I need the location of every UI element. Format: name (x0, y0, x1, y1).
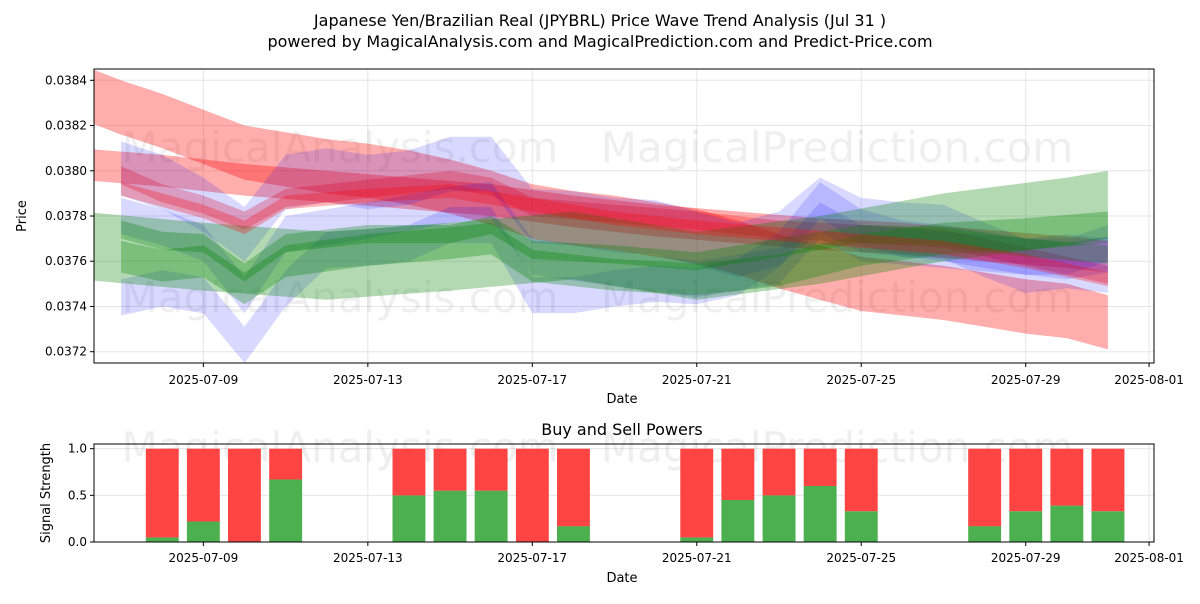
price-x-tick-label-4: 2025-07-25 (826, 373, 896, 387)
chart-subtitle: powered by MagicalAnalysis.com and Magic… (267, 32, 932, 51)
sell-bar-8 (557, 448, 590, 527)
signal-x-tick-label-4: 2025-07-25 (826, 551, 896, 565)
sell-bar-11 (762, 448, 796, 496)
buy-bar-15 (1009, 511, 1043, 542)
buy-bar-13 (844, 511, 878, 542)
price-band-7 (121, 216, 1108, 282)
buy-bar-12 (803, 486, 837, 542)
signal-y-ticks: 0.0 0.5 1.0 (68, 442, 94, 549)
signal-y-tick-label-1: 0.5 (68, 488, 87, 502)
sell-bar-15 (1009, 448, 1043, 512)
price-bands (94, 69, 1108, 363)
price-band-group (94, 69, 1108, 363)
sell-bar-14 (968, 448, 1002, 527)
sell-bar-3 (269, 448, 303, 480)
sell-bar-9 (680, 448, 714, 538)
sell-bar-13 (844, 448, 878, 512)
signal-x-tick-label-6: 2025-08-01 (1114, 551, 1184, 565)
buy-bar-11 (762, 495, 796, 542)
watermark-2: MagicalPrediction.com (601, 123, 1074, 172)
price-x-tick-label-6: 2025-08-01 (1114, 373, 1184, 387)
watermark-3: MagicalAnalysis.com (122, 273, 559, 322)
sell-bar-1 (186, 448, 220, 522)
buy-bar-14 (968, 526, 1002, 542)
buy-bar-1 (186, 521, 220, 542)
price-y-tick-label-2: 0.0376 (45, 254, 87, 268)
buy-bar-6 (474, 490, 508, 542)
buy-bar-16 (1050, 505, 1084, 542)
price-band-8 (121, 211, 1108, 305)
watermark-6: MagicalPrediction.com (601, 423, 1074, 472)
price-y-tick-label-6: 0.0384 (45, 73, 87, 87)
buy-bar-0 (145, 537, 179, 542)
price-y-ticks: 0.0372 0.0374 0.0376 0.0378 0.0380 0.0382 0.03… (45, 73, 94, 359)
sell-bar-16 (1050, 448, 1084, 506)
watermark-4: MagicalPrediction.com (601, 273, 1074, 322)
price-band-4 (121, 182, 1108, 363)
price-watermarks: MagicalAnalysis.com MagicalPrediction.co… (122, 123, 1074, 322)
price-x-tick-label-5: 2025-07-29 (991, 373, 1061, 387)
price-band-2 (121, 166, 1108, 284)
signal-x-ticks: 2025-07-09 2025-07-13 2025-07-17 2025-07-21… (168, 542, 1184, 565)
price-band-0 (94, 69, 1108, 350)
chart-title: Japanese Yen/Brazilian Real (JPYBRL) Pri… (313, 11, 886, 30)
sell-bar-5 (433, 448, 467, 491)
price-band-3 (121, 136, 1108, 293)
price-y-label: Price (15, 200, 30, 232)
signal-bars (145, 448, 1125, 542)
sell-bar-4 (392, 448, 426, 496)
price-x-tick-label-1: 2025-07-13 (333, 373, 403, 387)
sell-bar-6 (474, 448, 508, 491)
sell-bar-17 (1091, 448, 1125, 512)
price-x-label: Date (606, 392, 637, 407)
price-band-1 (94, 149, 1108, 273)
price-panel: MagicalAnalysis.com MagicalPrediction.co… (15, 68, 1184, 407)
price-x-tick-label-3: 2025-07-21 (662, 373, 732, 387)
buy-bar-10 (721, 500, 755, 542)
price-band-6 (94, 170, 1108, 300)
watermark-1: MagicalAnalysis.com (122, 123, 559, 172)
buy-bar-8 (557, 526, 590, 542)
price-y-tick-label-4: 0.0380 (45, 164, 87, 178)
price-x-ticks: 2025-07-09 2025-07-13 2025-07-17 2025-07-21… (168, 363, 1184, 387)
signal-x-label: Date (606, 571, 637, 586)
sell-bar-12 (803, 448, 837, 486)
buy-bar-3 (269, 479, 303, 542)
signal-panel: Buy and Sell Powers MagicalAnalysis.com … (39, 420, 1184, 586)
price-y-tick-label-3: 0.0378 (45, 209, 87, 223)
signal-y-tick-label-2: 1.0 (68, 442, 87, 456)
sell-bar-2 (228, 448, 261, 542)
signal-x-tick-label-0: 2025-07-09 (168, 551, 238, 565)
price-band-5 (121, 182, 1108, 314)
signal-y-label: Signal Strength (39, 443, 54, 543)
sell-bar-10 (721, 448, 755, 500)
sell-bar-7 (515, 448, 549, 542)
price-grid (94, 69, 1154, 363)
signal-x-tick-label-2: 2025-07-17 (497, 551, 567, 565)
signal-x-tick-label-5: 2025-07-29 (991, 551, 1061, 565)
price-y-tick-label-1: 0.0374 (45, 299, 87, 313)
price-x-tick-label-2: 2025-07-17 (497, 373, 567, 387)
price-x-tick-label-0: 2025-07-09 (168, 373, 238, 387)
buy-bar-17 (1091, 511, 1125, 542)
price-y-tick-label-5: 0.0382 (45, 119, 87, 133)
buy-bar-5 (433, 490, 467, 542)
buy-bar-4 (392, 495, 426, 542)
signal-axes-frame (93, 443, 1155, 543)
signal-y-tick-label-0: 0.0 (68, 535, 87, 549)
sell-bar-0 (145, 448, 179, 538)
signal-title: Buy and Sell Powers (541, 420, 703, 439)
buy-bar-9 (680, 537, 714, 542)
signal-x-tick-label-3: 2025-07-21 (662, 551, 732, 565)
price-y-tick-label-0: 0.0372 (45, 345, 87, 359)
signal-x-tick-label-1: 2025-07-13 (333, 551, 403, 565)
